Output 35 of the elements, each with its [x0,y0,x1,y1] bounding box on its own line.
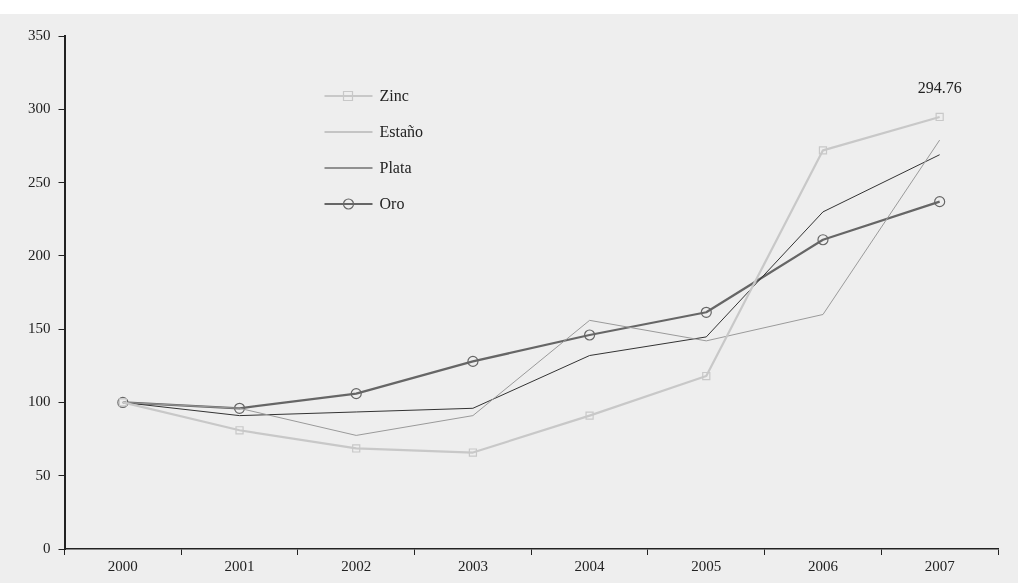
y-tick-label: 0 [43,539,51,556]
x-tick-label: 2004 [574,557,606,574]
x-tick-label: 2002 [341,557,372,574]
point [817,234,829,246]
point [583,329,596,341]
point [468,448,478,457]
x-tick-label: 2005 [691,557,722,574]
y-tick-label: 250 [28,173,51,190]
legend-label: Estaño [379,123,424,141]
y-tick-label: 100 [28,393,51,410]
legend-label: Plata [379,159,412,177]
y-tick-label: 200 [28,246,51,263]
x-tick-label: 2001 [224,557,255,574]
y-tick-label: 350 [28,26,51,43]
y-tick-label: 50 [35,466,51,483]
x-tick-label: 2003 [457,557,488,574]
y-tick-label: 300 [28,100,51,117]
x-tick-label: 2000 [107,557,138,574]
y-tick-label: 150 [28,320,51,337]
point [702,371,711,381]
point [818,146,828,155]
point [467,355,479,367]
x-tick-label: 2007 [924,557,956,574]
point [934,196,946,208]
data-label: 294.76 [917,79,962,97]
point [935,112,944,122]
point [235,426,244,435]
point [700,306,712,318]
point [233,402,246,414]
point [352,444,361,453]
legend-label: Oro [379,195,405,213]
legend-label: Zinc [379,87,409,105]
x-tick-label: 2006 [807,557,839,574]
point [350,388,362,400]
point [585,411,594,420]
